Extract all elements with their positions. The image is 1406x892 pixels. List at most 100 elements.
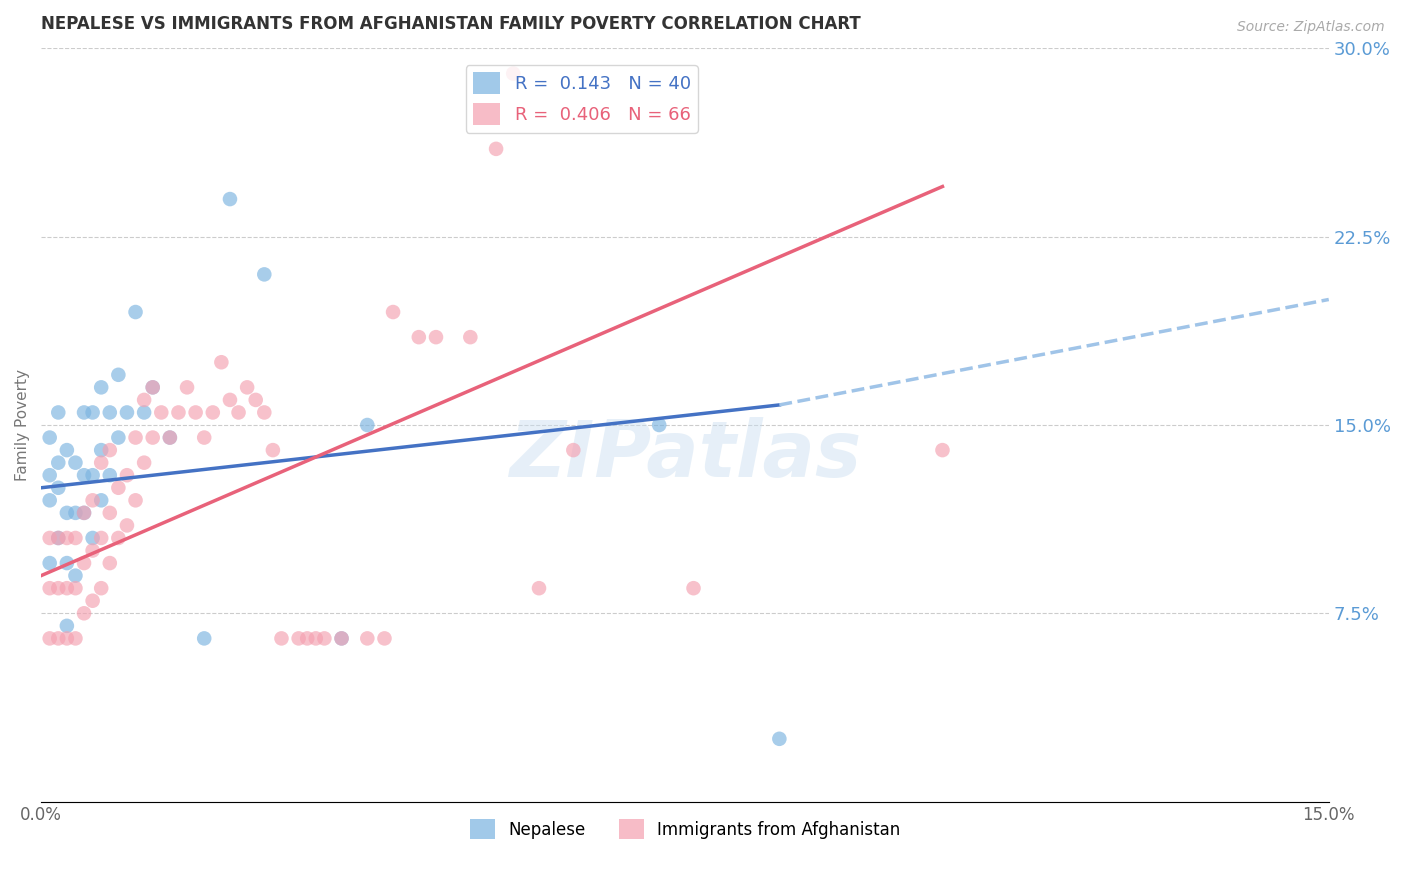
Point xyxy=(219,392,242,407)
Point xyxy=(562,443,585,458)
Point xyxy=(134,405,156,419)
Point xyxy=(56,556,79,570)
Point xyxy=(356,632,378,646)
Point xyxy=(65,568,87,582)
Point xyxy=(115,405,138,419)
Point xyxy=(373,632,395,646)
Point xyxy=(502,66,524,80)
Point xyxy=(124,305,146,319)
Point xyxy=(90,531,112,545)
Point xyxy=(262,443,284,458)
Point xyxy=(73,556,96,570)
Legend: Nepalese, Immigrants from Afghanistan: Nepalese, Immigrants from Afghanistan xyxy=(463,813,907,846)
Point xyxy=(98,443,121,458)
Point xyxy=(90,581,112,595)
Point xyxy=(270,632,292,646)
Point xyxy=(167,405,190,419)
Point xyxy=(46,456,69,470)
Point xyxy=(287,632,309,646)
Point xyxy=(82,531,104,545)
Point xyxy=(90,443,112,458)
Point xyxy=(219,192,242,206)
Point xyxy=(201,405,224,419)
Point xyxy=(297,632,319,646)
Point xyxy=(56,619,79,633)
Text: Source: ZipAtlas.com: Source: ZipAtlas.com xyxy=(1237,20,1385,34)
Point xyxy=(314,632,336,646)
Point xyxy=(90,456,112,470)
Point xyxy=(931,443,953,458)
Point xyxy=(527,581,550,595)
Point xyxy=(176,380,198,394)
Point xyxy=(124,493,146,508)
Point xyxy=(142,380,165,394)
Point xyxy=(245,392,267,407)
Point xyxy=(46,481,69,495)
Point xyxy=(56,443,79,458)
Point xyxy=(82,468,104,483)
Point xyxy=(150,405,173,419)
Point xyxy=(107,431,129,445)
Text: ZIPatlas: ZIPatlas xyxy=(509,417,860,493)
Point xyxy=(38,431,60,445)
Point xyxy=(38,531,60,545)
Point xyxy=(65,632,87,646)
Point xyxy=(65,456,87,470)
Text: NEPALESE VS IMMIGRANTS FROM AFGHANISTAN FAMILY POVERTY CORRELATION CHART: NEPALESE VS IMMIGRANTS FROM AFGHANISTAN … xyxy=(41,15,860,33)
Point xyxy=(73,506,96,520)
Point xyxy=(330,632,353,646)
Point xyxy=(82,405,104,419)
Point xyxy=(142,380,165,394)
Point xyxy=(134,456,156,470)
Point xyxy=(73,405,96,419)
Point xyxy=(82,543,104,558)
Point xyxy=(46,531,69,545)
Point xyxy=(98,468,121,483)
Point xyxy=(56,531,79,545)
Point xyxy=(209,355,232,369)
Point xyxy=(159,431,181,445)
Point xyxy=(38,468,60,483)
Point xyxy=(65,581,87,595)
Point xyxy=(107,368,129,382)
Point xyxy=(460,330,482,344)
Point xyxy=(56,506,79,520)
Point xyxy=(38,632,60,646)
Point xyxy=(124,431,146,445)
Point xyxy=(90,493,112,508)
Point xyxy=(65,506,87,520)
Point xyxy=(253,405,276,419)
Point xyxy=(82,493,104,508)
Point xyxy=(184,405,207,419)
Point xyxy=(134,392,156,407)
Point xyxy=(107,531,129,545)
Point xyxy=(382,305,405,319)
Point xyxy=(46,581,69,595)
Point xyxy=(38,493,60,508)
Point xyxy=(193,431,215,445)
Point xyxy=(98,556,121,570)
Point xyxy=(73,468,96,483)
Point xyxy=(228,405,250,419)
Point xyxy=(73,506,96,520)
Point xyxy=(408,330,430,344)
Point xyxy=(46,531,69,545)
Point xyxy=(159,431,181,445)
Point xyxy=(56,632,79,646)
Point xyxy=(82,593,104,607)
Point xyxy=(73,607,96,621)
Point xyxy=(98,506,121,520)
Point xyxy=(56,581,79,595)
Point xyxy=(648,417,671,432)
Point xyxy=(142,431,165,445)
Point xyxy=(46,405,69,419)
Point xyxy=(115,468,138,483)
Point xyxy=(305,632,328,646)
Point xyxy=(38,556,60,570)
Point xyxy=(115,518,138,533)
Point xyxy=(193,632,215,646)
Point xyxy=(682,581,704,595)
Point xyxy=(485,142,508,156)
Point xyxy=(46,632,69,646)
Point xyxy=(425,330,447,344)
